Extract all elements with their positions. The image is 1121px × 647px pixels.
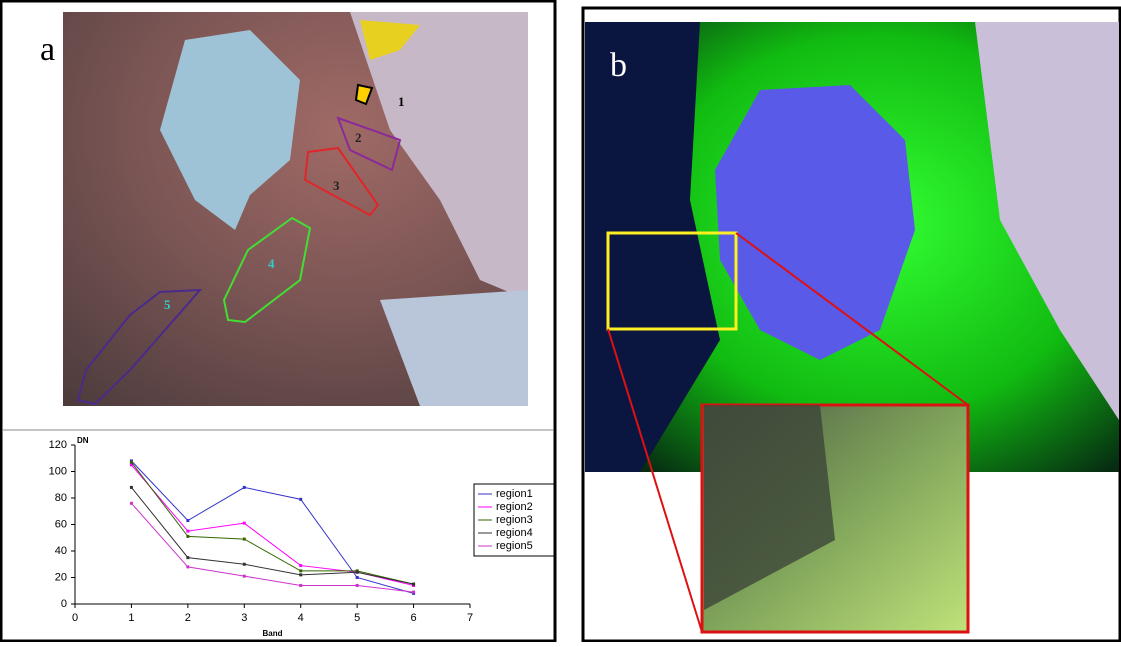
y-tick-label: 0: [61, 598, 67, 610]
x-tick-label: 4: [298, 612, 304, 624]
x-tick-label: 0: [72, 612, 78, 624]
y-tick-label: 100: [49, 465, 67, 477]
x-tick-label: 6: [411, 612, 417, 624]
point: [130, 486, 133, 489]
panel-label: a: [40, 31, 55, 68]
y-tick-label: 20: [55, 571, 67, 583]
y-tick-label: 60: [55, 518, 67, 530]
x-tick-label: 3: [241, 612, 247, 624]
legend-label: region4: [496, 527, 533, 539]
point: [299, 498, 302, 501]
point: [412, 591, 415, 594]
point: [356, 584, 359, 587]
region-label: 2: [355, 130, 362, 145]
point: [243, 563, 246, 566]
point: [130, 502, 133, 505]
point: [356, 576, 359, 579]
x-tick-label: 1: [128, 612, 134, 624]
region-label: 5: [164, 297, 171, 312]
point: [243, 575, 246, 578]
y-tick-label: 80: [55, 492, 67, 504]
point: [299, 569, 302, 572]
region-label: 3: [333, 178, 340, 193]
point: [299, 573, 302, 576]
legend-label: region1: [496, 488, 533, 500]
x-axis-label: Band: [263, 629, 283, 638]
point: [299, 584, 302, 587]
y-tick-label: 40: [55, 545, 67, 557]
legend-label: region2: [496, 501, 533, 513]
point: [299, 564, 302, 567]
x-tick-label: 7: [467, 612, 473, 624]
point: [186, 519, 189, 522]
x-tick-label: 2: [185, 612, 191, 624]
region-label: 4: [268, 256, 275, 271]
point: [243, 486, 246, 489]
point: [186, 565, 189, 568]
point: [186, 556, 189, 559]
x-tick-label: 5: [354, 612, 360, 624]
point: [243, 522, 246, 525]
y-axis-label: DN: [77, 436, 89, 445]
figure: a 1 2 3 4 5 b 0 20 40 60 80 100 120 0 1 2 3 4 5 6 7 DN B…: [0, 0, 1121, 642]
y-tick-label: 120: [49, 439, 67, 451]
legend-label: region5: [496, 540, 533, 552]
panel-label: b: [610, 47, 627, 84]
point: [243, 538, 246, 541]
point: [186, 535, 189, 538]
point: [412, 583, 415, 586]
legend-label: region3: [496, 514, 533, 526]
point: [130, 461, 133, 464]
region-label: 1: [398, 94, 405, 109]
point: [186, 530, 189, 533]
point: [356, 571, 359, 574]
